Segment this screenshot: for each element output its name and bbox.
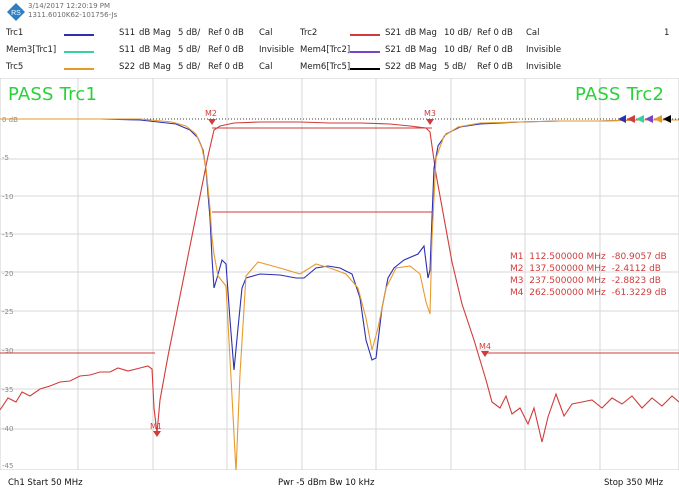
trace-ref: Ref 0 dB: [477, 62, 513, 72]
trace-row-1: Trc1 S11 dB Mag 5 dB/ Ref 0 dB Cal Trc2 …: [0, 28, 679, 42]
header: RS 3/14/2017 12:20:19 PM 1311.6010K62-10…: [0, 0, 679, 30]
trace-state: Cal: [259, 62, 273, 72]
trace-name[interactable]: Mem6[Trc5]: [300, 62, 350, 72]
channel-footer: Ch1 Start 50 MHz Pwr -5 dBm Bw 10 kHz St…: [0, 474, 679, 496]
y-tick-3: -15: [2, 231, 13, 239]
trace-format: dB Mag: [405, 28, 437, 38]
stop-frequency[interactable]: Stop 350 MHz: [604, 478, 663, 488]
pass-indicator-trc2: PASS Trc2: [575, 84, 664, 105]
trace-ref: Ref 0 dB: [208, 45, 244, 55]
trace-scale: 5 dB/: [178, 45, 200, 55]
trace-meas: S21: [385, 45, 401, 55]
trace-meas: S21: [385, 28, 401, 38]
trace-format: dB Mag: [139, 45, 171, 55]
trace-row-2: Mem3[Trc1] S11 dB Mag 5 dB/ Ref 0 dB Inv…: [0, 45, 679, 59]
trace-scale: 5 dB/: [178, 62, 200, 72]
trace-name[interactable]: Trc5: [6, 62, 23, 72]
trace-swatch-trc5: [64, 68, 94, 70]
trace-list: Trc1 S11 dB Mag 5 dB/ Ref 0 dB Cal Trc2 …: [0, 28, 679, 76]
trace-scale: 10 dB/: [444, 28, 472, 38]
instrument-id: 1311.6010K62-101756-Js: [28, 11, 117, 20]
marker-readout-row: M4 262.500000 MHz -61.3229 dB: [510, 287, 667, 299]
trace-swatch-trc1: [64, 34, 94, 36]
y-tick-6: -30: [2, 347, 13, 355]
trace-name[interactable]: Mem4[Trc2]: [300, 45, 350, 55]
trace-swatch-trc2: [350, 34, 380, 36]
trace-state: Invisible: [526, 62, 561, 72]
trace-swatch-mem4: [350, 51, 380, 53]
timestamp-block: 3/14/2017 12:20:19 PM 1311.6010K62-10175…: [28, 2, 117, 20]
y-tick-8: -40: [2, 425, 13, 433]
rohde-schwarz-logo-icon: RS: [6, 2, 26, 22]
pass-indicator-trc1: PASS Trc1: [8, 84, 97, 105]
trace-name[interactable]: Trc2: [300, 28, 317, 38]
trace-swatch-mem6: [350, 68, 380, 70]
trace-swatch-mem3: [64, 51, 94, 53]
channel-indicator: 1: [664, 28, 669, 38]
start-frequency[interactable]: Ch1 Start 50 MHz: [8, 478, 83, 488]
trace-format: dB Mag: [405, 62, 437, 72]
marker-readout-row: M3 237.500000 MHz -2.8823 dB: [510, 275, 667, 287]
trace-meas: S11: [119, 28, 135, 38]
trace-format: dB Mag: [139, 28, 171, 38]
svg-text:RS: RS: [11, 10, 21, 17]
y-tick-5: -25: [2, 308, 13, 316]
trace-name[interactable]: Mem3[Trc1]: [6, 45, 56, 55]
y-tick-4: -20: [2, 270, 13, 278]
trace-state: Cal: [526, 28, 540, 38]
trace-ref: Ref 0 dB: [477, 28, 513, 38]
y-tick-2: -10: [2, 193, 13, 201]
trace-scale: 5 dB/: [178, 28, 200, 38]
trace-ref: Ref 0 dB: [208, 62, 244, 72]
trace-ref: Ref 0 dB: [208, 28, 244, 38]
trace-format: dB Mag: [405, 45, 437, 55]
trace-state: Invisible: [526, 45, 561, 55]
marker-readout: M1 112.500000 MHz -80.9057 dB M2 137.500…: [510, 251, 667, 299]
marker-label-m2: M2: [205, 109, 217, 118]
marker-readout-row: M2 137.500000 MHz -2.4112 dB: [510, 263, 667, 275]
trace-scale: 5 dB/: [444, 62, 466, 72]
trace-format: dB Mag: [139, 62, 171, 72]
trace-meas: S22: [119, 62, 135, 72]
marker-label-m1: M1: [150, 422, 162, 431]
power-bandwidth[interactable]: Pwr -5 dBm Bw 10 kHz: [278, 478, 374, 488]
trace-state: Cal: [259, 28, 273, 38]
y-tick-0: 0 dB: [2, 116, 18, 124]
y-tick-1: -5: [2, 154, 9, 162]
trace-meas: S22: [385, 62, 401, 72]
trace-state: Invisible: [259, 45, 294, 55]
y-tick-7: -35: [2, 386, 13, 394]
trace-ref: Ref 0 dB: [477, 45, 513, 55]
trace-row-3: Trc5 S22 dB Mag 5 dB/ Ref 0 dB Cal Mem6[…: [0, 62, 679, 76]
marker-readout-row: M1 112.500000 MHz -80.9057 dB: [510, 251, 667, 263]
marker-label-m4: M4: [479, 342, 491, 351]
y-tick-9: -45: [2, 462, 13, 470]
timestamp: 3/14/2017 12:20:19 PM: [28, 2, 117, 11]
trace-meas: S11: [119, 45, 135, 55]
trace-scale: 10 dB/: [444, 45, 472, 55]
trace-name[interactable]: Trc1: [6, 28, 23, 38]
marker-label-m3: M3: [424, 109, 436, 118]
